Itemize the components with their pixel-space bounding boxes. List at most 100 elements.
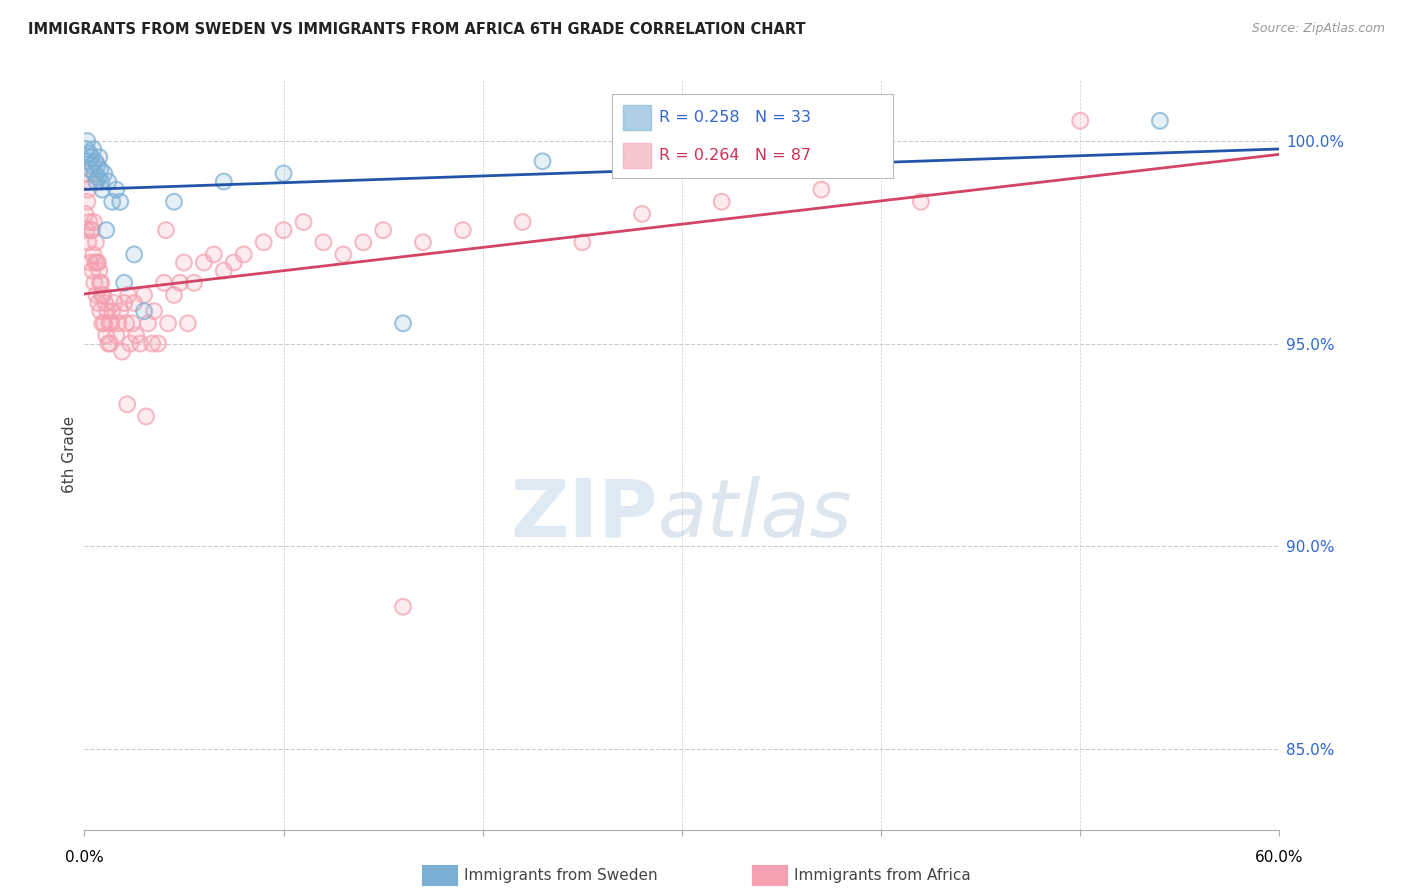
Point [96,223,118,237]
Text: ZIP: ZIP [510,475,658,554]
Point [571,235,593,250]
Point [93,166,115,180]
Point [141,336,163,351]
Point [177,316,200,330]
Point [710,194,733,209]
Point [163,288,186,302]
Point [86,158,108,172]
Point [212,263,235,277]
Point [83,166,105,180]
Point [79,162,101,177]
Point [83,215,105,229]
Point [91,316,114,330]
Text: Immigrants from Sweden: Immigrants from Sweden [464,868,658,882]
Point [89,276,111,290]
Point [79,146,101,161]
Point [75,223,97,237]
Point [105,328,128,343]
Point [86,158,108,172]
Point [129,336,152,351]
Point [96,304,118,318]
Point [173,255,195,269]
Point [153,276,176,290]
Point [87,255,110,269]
Point [90,288,112,302]
Text: atlas: atlas [658,475,853,554]
Point [143,304,166,318]
Point [80,223,103,237]
Point [122,296,145,310]
Point [222,255,245,269]
Point [810,183,832,197]
Point [84,235,107,250]
Point [115,397,138,411]
Point [352,235,374,250]
Point [183,276,205,290]
Point [82,263,104,277]
Point [110,304,132,318]
Point [212,263,235,277]
Point [163,194,186,209]
Point [82,247,104,261]
Point [273,166,295,180]
Point [82,263,104,277]
Point [89,276,111,290]
Point [98,316,121,330]
Text: R = 0.258   N = 33: R = 0.258 N = 33 [659,110,811,125]
Point [103,296,125,310]
Point [193,255,215,269]
Point [143,304,166,318]
FancyBboxPatch shape [623,143,651,169]
Point [830,134,852,148]
Text: R = 0.264   N = 87: R = 0.264 N = 87 [659,148,811,163]
Point [1149,113,1171,128]
Point [122,247,145,261]
Point [135,409,157,424]
Point [75,207,97,221]
Point [77,183,100,197]
Point [830,134,852,148]
Point [89,304,111,318]
Point [89,150,111,164]
Point [115,316,138,330]
Point [132,304,156,318]
Point [101,304,124,318]
Point [97,336,120,351]
Point [169,276,191,290]
Point [132,304,156,318]
Point [222,255,245,269]
Point [96,328,118,343]
Point [146,336,169,351]
Point [91,183,114,197]
Point [352,235,374,250]
Point [82,142,104,156]
Point [86,288,108,302]
Point [107,316,129,330]
Point [100,316,122,330]
Point [89,162,111,177]
Y-axis label: 6th Grade: 6th Grade [62,417,77,493]
Point [451,223,474,237]
Point [87,296,110,310]
Point [98,336,121,351]
Point [412,235,434,250]
Point [910,194,932,209]
Point [87,170,110,185]
Point [90,276,112,290]
Point [79,146,101,161]
Point [96,223,118,237]
Point [155,223,177,237]
Point [571,235,593,250]
Point [91,183,114,197]
Point [89,263,111,277]
Point [97,336,120,351]
Point [91,316,114,330]
Point [82,158,104,172]
Point [83,276,105,290]
Point [87,255,110,269]
Point [76,134,98,148]
Point [177,316,200,330]
Point [232,247,254,261]
Point [112,276,135,290]
Point [112,296,135,310]
